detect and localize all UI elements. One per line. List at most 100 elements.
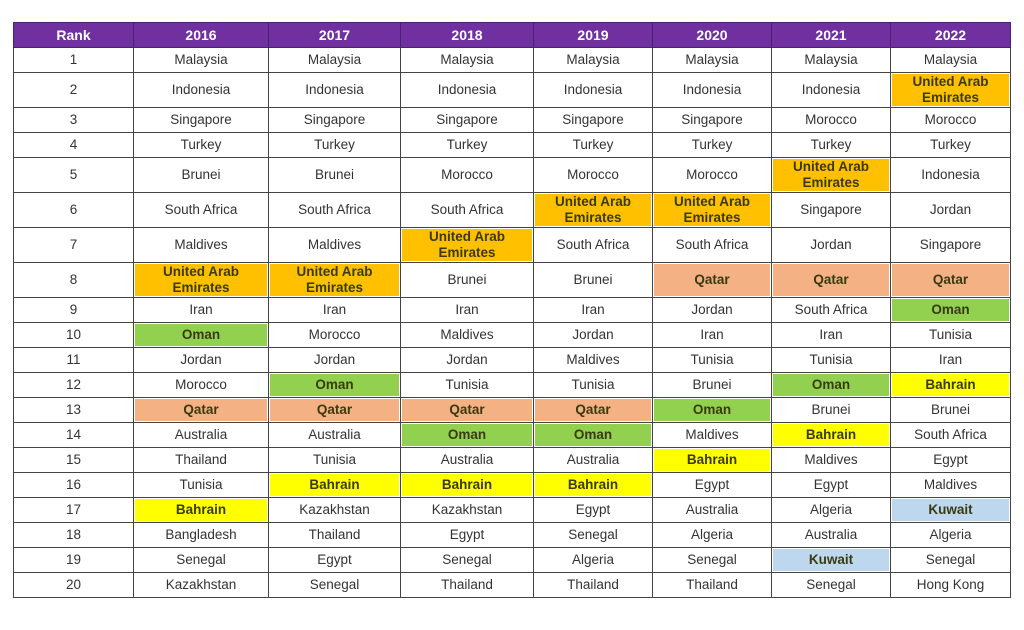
country-name: Qatar: [270, 399, 399, 421]
country-name: United Arab Emirates: [773, 159, 889, 191]
header-year: 2019: [533, 22, 653, 48]
country-name: Brunei: [811, 402, 851, 417]
country-name: South Africa: [914, 427, 987, 442]
country-name: Bangladesh: [165, 527, 237, 542]
header-year: 2017: [268, 22, 401, 48]
country-name: Senegal: [442, 552, 492, 567]
country-name: Turkey: [314, 137, 355, 152]
country-cell: Senegal: [652, 547, 772, 573]
header-year: 2021: [771, 22, 891, 48]
country-name: Qatar: [654, 264, 770, 296]
country-cell: Maldives: [652, 422, 772, 448]
country-name: Bahrain: [773, 424, 889, 446]
country-cell: Morocco: [268, 322, 401, 348]
header-year: 2020: [652, 22, 772, 48]
country-name: Thailand: [567, 577, 619, 592]
country-name: Tunisia: [809, 352, 853, 367]
country-cell: Qatar: [400, 397, 534, 423]
rank-value: 12: [65, 377, 82, 392]
country-cell: Jordan: [652, 297, 772, 323]
country-name: Turkey: [180, 137, 222, 152]
country-cell: Bahrain: [771, 422, 891, 448]
country-cell: Jordan: [771, 227, 891, 263]
country-cell: Oman: [268, 372, 401, 398]
country-cell: Maldives: [400, 322, 534, 348]
country-cell: Qatar: [652, 262, 772, 298]
country-cell: United Arab Emirates: [400, 227, 534, 263]
country-name: Indonesia: [921, 167, 980, 182]
country-name: Bahrain: [135, 499, 267, 521]
country-cell: Malaysia: [268, 47, 401, 73]
country-cell: Algeria: [890, 522, 1011, 548]
country-cell: South Africa: [652, 227, 772, 263]
table-row: 12 Morocco Oman Tunisia Tunisia Brunei Oman Bah…: [13, 372, 1011, 398]
country-cell: Tunisia: [771, 347, 891, 373]
country-name: Maldives: [923, 477, 978, 492]
country-name: Thailand: [441, 577, 493, 592]
country-cell: Oman: [400, 422, 534, 448]
country-cell: Morocco: [400, 157, 534, 193]
country-cell: Morocco: [133, 372, 269, 398]
country-cell: Jordan: [890, 192, 1011, 228]
country-name: Maldives: [307, 237, 362, 252]
country-name: Morocco: [175, 377, 227, 392]
rank-cell: 20: [13, 572, 134, 598]
rank-cell: 6: [13, 192, 134, 228]
country-name: Turkey: [930, 137, 971, 152]
country-name: Senegal: [568, 527, 618, 542]
country-name: Indonesia: [437, 82, 497, 97]
country-cell: Brunei: [771, 397, 891, 423]
ranking-table: Rank 2016 2017 2018 2019 2020 2021 2022 1 Malays…: [13, 22, 1011, 598]
country-cell: Iran: [771, 322, 891, 348]
country-cell: Algeria: [652, 522, 772, 548]
country-cell: South Africa: [533, 227, 653, 263]
country-cell: Brunei: [890, 397, 1011, 423]
country-cell: Oman: [771, 372, 891, 398]
country-cell: Singapore: [890, 227, 1011, 263]
country-cell: Australia: [533, 447, 653, 473]
country-cell: Indonesia: [890, 157, 1011, 193]
table-row: 6 South Africa South Africa South Africa Uni…: [13, 192, 1011, 228]
country-cell: Maldives: [268, 227, 401, 263]
rank-value: 14: [65, 427, 82, 442]
country-cell: Australia: [400, 447, 534, 473]
country-cell: Thailand: [133, 447, 269, 473]
table-row: 7 Maldives Maldives United Arab Emirates Sou…: [13, 227, 1011, 263]
country-name: Thailand: [175, 452, 227, 467]
country-cell: Oman: [652, 397, 772, 423]
country-cell: Bahrain: [890, 372, 1011, 398]
country-cell: Tunisia: [268, 447, 401, 473]
country-name: Oman: [270, 374, 399, 396]
rank-cell: 17: [13, 497, 134, 523]
country-name: Jordan: [929, 202, 972, 217]
country-cell: Turkey: [771, 132, 891, 158]
country-cell: Bahrain: [533, 472, 653, 498]
country-name: Qatar: [402, 399, 532, 421]
country-cell: Jordan: [133, 347, 269, 373]
country-cell: Indonesia: [400, 72, 534, 108]
country-cell: United Arab Emirates: [771, 157, 891, 193]
country-cell: Thailand: [268, 522, 401, 548]
country-name: Iran: [189, 302, 213, 317]
country-cell: Bahrain: [133, 497, 269, 523]
country-cell: Malaysia: [652, 47, 772, 73]
country-name: Jordan: [313, 352, 356, 367]
country-cell: Iran: [890, 347, 1011, 373]
country-cell: South Africa: [133, 192, 269, 228]
country-cell: Iran: [268, 297, 401, 323]
country-cell: Qatar: [533, 397, 653, 423]
country-cell: Singapore: [133, 107, 269, 133]
country-cell: Tunisia: [890, 322, 1011, 348]
rank-cell: 10: [13, 322, 134, 348]
country-name: Maldives: [174, 237, 228, 252]
country-name: Oman: [654, 399, 770, 421]
country-cell: Malaysia: [133, 47, 269, 73]
rank-value: 9: [69, 302, 78, 317]
rank-value: 7: [69, 237, 78, 252]
country-cell: Kuwait: [771, 547, 891, 573]
country-cell: Iran: [133, 297, 269, 323]
country-name: Tunisia: [312, 452, 357, 467]
country-name: Turkey: [572, 137, 614, 152]
country-cell: Turkey: [133, 132, 269, 158]
country-cell: Iran: [652, 322, 772, 348]
